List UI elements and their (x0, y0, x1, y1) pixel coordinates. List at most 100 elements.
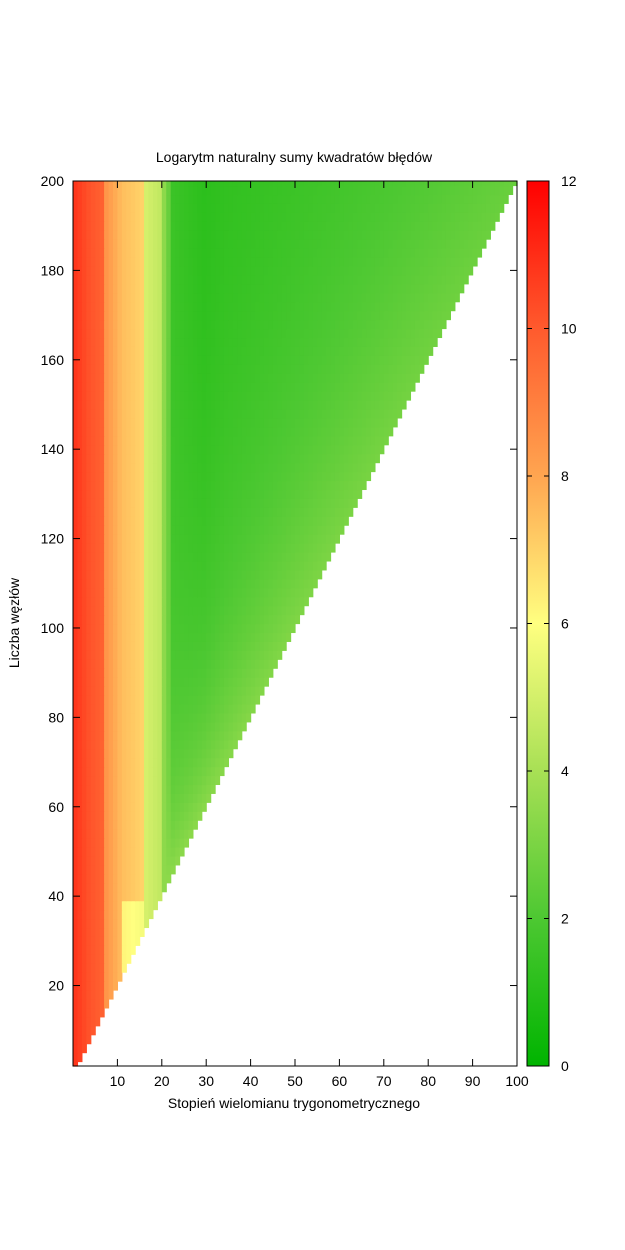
heatmap-cell (148, 614, 154, 625)
heatmap-cell (95, 256, 101, 267)
heatmap-cell (95, 730, 101, 741)
heatmap-cell (130, 283, 136, 294)
heatmap-cell (161, 802, 167, 812)
heatmap-cell (184, 623, 190, 634)
heatmap-cell (281, 248, 287, 258)
heatmap-cell (188, 230, 194, 240)
heatmap-cell (139, 355, 145, 365)
heatmap-cell (286, 364, 292, 374)
heatmap-cell (166, 650, 172, 660)
heatmap-cell (361, 256, 367, 267)
heatmap-cell (272, 614, 278, 625)
heatmap-cell (308, 382, 314, 392)
heatmap-cell (197, 239, 203, 249)
heatmap-cell (161, 181, 167, 187)
heatmap-cell (90, 417, 96, 428)
heatmap-cell (250, 417, 256, 428)
heatmap-cell (170, 507, 176, 517)
heatmap-cell (263, 417, 269, 428)
heatmap-cell (175, 775, 181, 786)
heatmap-cell (228, 623, 234, 634)
heatmap-cell (90, 525, 96, 535)
heatmap-cell (277, 364, 283, 374)
heatmap-cell (126, 507, 132, 517)
heatmap-cell (219, 435, 225, 446)
heatmap-cell (188, 820, 194, 830)
heatmap-cell (130, 614, 136, 625)
heatmap-cell (90, 310, 96, 321)
heatmap-cell (406, 391, 412, 401)
heatmap-cells (73, 181, 518, 1067)
heatmap-cell (175, 703, 181, 714)
heatmap-cell (321, 400, 327, 410)
heatmap-cell (166, 730, 172, 741)
heatmap-cell (392, 328, 398, 339)
heatmap-cell (99, 239, 105, 249)
heatmap-cell (152, 605, 158, 616)
heatmap-cell (397, 230, 403, 240)
heatmap-cell (366, 382, 372, 392)
heatmap-cell (366, 444, 372, 455)
heatmap-cell (95, 855, 101, 866)
heatmap-cell (81, 462, 87, 473)
heatmap-cell (117, 444, 123, 455)
heatmap-cell (161, 659, 167, 669)
heatmap-cell (228, 569, 234, 580)
heatmap-cell (104, 945, 110, 955)
heatmap-cell (166, 292, 172, 303)
heatmap-cell (112, 659, 118, 669)
heatmap-cell (179, 373, 185, 383)
heatmap-cell (77, 972, 83, 982)
heatmap-cell (192, 382, 198, 392)
heatmap-cell (148, 766, 154, 777)
heatmap-cell (90, 596, 96, 607)
heatmap-cell (179, 596, 185, 607)
heatmap-cell (246, 194, 252, 204)
heatmap-cell (135, 614, 141, 625)
heatmap-cell (334, 256, 340, 267)
heatmap-cell (263, 185, 269, 196)
heatmap-cell (272, 274, 278, 285)
heatmap-cell (161, 400, 167, 410)
heatmap-cell (348, 256, 354, 267)
heatmap-cell (170, 703, 176, 714)
heatmap-cell (215, 221, 221, 231)
heatmap-cell (144, 355, 150, 365)
heatmap-cell (286, 498, 292, 508)
heatmap-cell (86, 319, 92, 330)
heatmap-cell (112, 301, 118, 312)
heatmap-cell (272, 659, 278, 669)
heatmap-cell (99, 248, 105, 258)
heatmap-cell (383, 274, 389, 285)
heatmap-cell (210, 587, 216, 598)
heatmap-cell (219, 659, 225, 669)
heatmap-cell (121, 265, 127, 276)
heatmap-cell (95, 909, 101, 920)
heatmap-cell (414, 221, 420, 231)
heatmap-cell (388, 292, 394, 303)
heatmap-cell (277, 328, 283, 339)
heatmap-cell (112, 256, 118, 267)
heatmap-cell (232, 551, 238, 562)
heatmap-cell (179, 337, 185, 347)
heatmap-cell (99, 739, 105, 750)
heatmap-cell (206, 391, 212, 401)
heatmap-cell (148, 650, 154, 660)
heatmap-cell (77, 212, 83, 222)
heatmap-cell (77, 650, 83, 660)
heatmap-cell (468, 185, 474, 196)
heatmap-cell (277, 426, 283, 437)
heatmap-cell (126, 543, 132, 553)
heatmap-cell (357, 283, 363, 294)
heatmap-cell (263, 301, 269, 312)
heatmap-cell (263, 283, 269, 294)
heatmap-cell (117, 909, 123, 920)
heatmap-cell (441, 239, 447, 249)
heatmap-cell (206, 695, 212, 705)
heatmap-cell (104, 462, 110, 473)
heatmap-cell (268, 239, 274, 249)
heatmap-cell (259, 659, 265, 669)
heatmap-cell (343, 346, 349, 356)
heatmap-cell (406, 239, 412, 249)
heatmap-cell (303, 248, 309, 258)
